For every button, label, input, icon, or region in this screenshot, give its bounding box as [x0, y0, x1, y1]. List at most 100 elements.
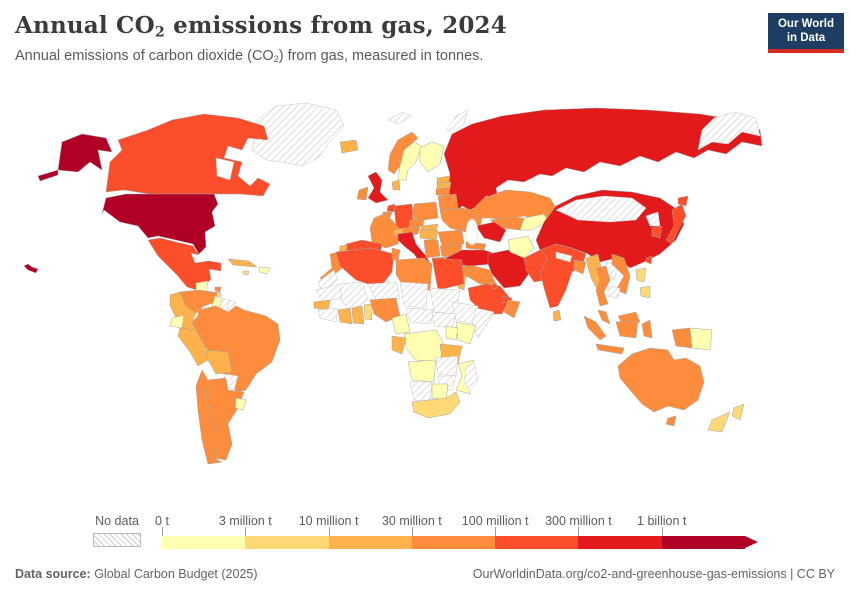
- caspian-sea: [465, 218, 479, 246]
- legend-tick-3: [411, 527, 413, 536]
- legend-band-3[interactable]: [411, 536, 496, 549]
- country-jamaica[interactable]: [242, 270, 250, 276]
- world-choropleth-map[interactable]: [0, 0, 850, 512]
- country-namibia[interactable]: [409, 381, 433, 403]
- legend-band-1[interactable]: [245, 536, 329, 549]
- country-romania[interactable]: [437, 229, 465, 247]
- country-philippines[interactable]: [635, 267, 651, 299]
- country-iraq[interactable]: [469, 265, 497, 285]
- country-japan[interactable]: [665, 195, 689, 245]
- country-denmark[interactable]: [391, 179, 401, 191]
- country-north-korea[interactable]: [645, 211, 661, 227]
- country-uruguay[interactable]: [234, 397, 247, 411]
- country-netherlands[interactable]: [386, 203, 396, 213]
- country-cameroon[interactable]: [391, 313, 411, 335]
- country-somalia[interactable]: [471, 307, 495, 339]
- country-nepal[interactable]: [555, 251, 573, 263]
- country-chile[interactable]: [195, 369, 223, 465]
- country-bangladesh[interactable]: [573, 259, 587, 275]
- country-estonia[interactable]: [436, 175, 451, 184]
- country-madagascar[interactable]: [463, 361, 479, 393]
- country-sri-lanka[interactable]: [552, 309, 562, 322]
- legend-tick-label-6: 1 billion t: [637, 514, 687, 528]
- country-south-sudan[interactable]: [431, 311, 457, 329]
- country-niger[interactable]: [367, 281, 401, 301]
- country-botswana[interactable]: [431, 383, 449, 401]
- legend-no-data[interactable]: No data: [93, 514, 141, 547]
- country-papua-new-guinea[interactable]: [689, 327, 713, 351]
- country-trinidad[interactable]: [214, 286, 222, 293]
- country-algeria[interactable]: [335, 247, 395, 289]
- owid-logo[interactable]: Our World in Data: [768, 13, 844, 53]
- country-kuwait[interactable]: [491, 283, 498, 290]
- country-kenya[interactable]: [455, 321, 477, 345]
- legend-band-4[interactable]: [495, 536, 579, 549]
- country-egypt[interactable]: [431, 257, 465, 291]
- country-oman[interactable]: [503, 299, 521, 319]
- country-thailand[interactable]: [595, 265, 611, 307]
- country-united-kingdom[interactable]: [367, 171, 389, 204]
- country-united-states-hawaii[interactable]: [23, 263, 39, 274]
- country-zambia[interactable]: [435, 355, 459, 377]
- country-mexico[interactable]: [147, 237, 222, 292]
- country-chad[interactable]: [399, 281, 429, 309]
- country-greenland[interactable]: [251, 102, 345, 167]
- legend-no-data-label: No data: [95, 514, 139, 528]
- country-svalbard[interactable]: [387, 111, 413, 125]
- country-ivory-coast[interactable]: [337, 307, 353, 325]
- country-afghanistan[interactable]: [507, 235, 535, 259]
- country-senegal[interactable]: [313, 299, 331, 311]
- country-mali[interactable]: [339, 281, 369, 311]
- country-new-zealand[interactable]: [707, 403, 745, 433]
- credit-link[interactable]: OurWorldinData.org/co2-and-greenhouse-ga…: [472, 567, 835, 581]
- country-slovakia[interactable]: [420, 223, 439, 231]
- country-sweden[interactable]: [397, 141, 423, 181]
- country-turkmenistan[interactable]: [475, 221, 507, 243]
- country-mongolia[interactable]: [555, 195, 647, 223]
- country-france[interactable]: [369, 213, 403, 249]
- legend-no-data-swatch[interactable]: [93, 533, 141, 547]
- country-south-korea[interactable]: [651, 225, 663, 239]
- country-finland[interactable]: [419, 141, 445, 173]
- legend-arrow-cap: [745, 536, 758, 548]
- country-lithuania[interactable]: [435, 187, 451, 196]
- country-vietnam[interactable]: [611, 253, 631, 295]
- country-indonesia[interactable]: [583, 315, 693, 355]
- country-poland[interactable]: [411, 201, 439, 221]
- country-australia[interactable]: [617, 347, 705, 427]
- country-novaya-zemlya[interactable]: [445, 109, 469, 133]
- country-united-states[interactable]: [101, 193, 219, 255]
- country-canada[interactable]: [105, 113, 271, 197]
- country-uganda[interactable]: [445, 325, 459, 341]
- country-bolivia[interactable]: [205, 349, 233, 375]
- legend-band-2[interactable]: [328, 536, 412, 549]
- hudson-bay: [215, 157, 235, 181]
- legend-tick-1: [245, 527, 247, 536]
- country-hungary[interactable]: [419, 229, 439, 241]
- country-hispaniola[interactable]: [258, 266, 271, 275]
- country-iceland[interactable]: [339, 139, 359, 154]
- data-source-text: Global Carbon Budget (2025): [90, 567, 258, 581]
- country-guinea-region[interactable]: [317, 307, 339, 323]
- country-angola[interactable]: [407, 359, 437, 383]
- country-gabon-congo[interactable]: [391, 335, 407, 355]
- country-peru[interactable]: [177, 327, 209, 367]
- country-ghana[interactable]: [351, 305, 365, 325]
- region-arctic-northeast[interactable]: [697, 111, 761, 151]
- country-central-african-republic[interactable]: [405, 307, 435, 325]
- legend-band-6[interactable]: [661, 536, 745, 549]
- country-cambodia[interactable]: [607, 285, 621, 299]
- country-united-states-alaska[interactable]: [37, 133, 113, 182]
- country-ecuador[interactable]: [169, 314, 185, 329]
- country-south-africa[interactable]: [411, 391, 461, 419]
- country-kyrgyzstan-tajikistan[interactable]: [519, 213, 549, 231]
- country-belarus[interactable]: [437, 193, 459, 211]
- country-taiwan[interactable]: [645, 255, 653, 265]
- country-serbia[interactable]: [423, 239, 441, 259]
- country-togo-benin[interactable]: [363, 303, 373, 321]
- country-ireland[interactable]: [356, 186, 369, 201]
- legend-band-5[interactable]: [578, 536, 662, 549]
- country-cuba[interactable]: [227, 258, 258, 268]
- country-dr-congo[interactable]: [403, 329, 445, 363]
- legend-band-0[interactable]: [162, 536, 246, 549]
